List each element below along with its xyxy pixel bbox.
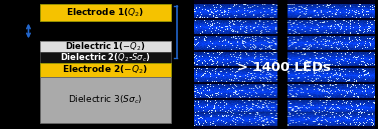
Text: $x(t)$: $x(t)$ (1, 25, 18, 37)
Bar (40, 63, 171, 77)
Text: Electrode 1($Q_2$): Electrode 1($Q_2$) (66, 6, 144, 18)
Text: Electrode 2($-Q_2$): Electrode 2($-Q_2$) (62, 64, 148, 76)
Text: $d_1$: $d_1$ (27, 42, 36, 52)
Bar (40, 52, 171, 63)
Text: $V$: $V$ (181, 26, 192, 38)
Text: $d_2$: $d_2$ (27, 53, 36, 63)
Bar (40, 4, 171, 21)
Text: > 1400 LEDs: > 1400 LEDs (237, 61, 331, 74)
Text: -: - (180, 59, 184, 69)
Text: +: + (180, 0, 188, 4)
Text: Dielectric 3($S\sigma_c$): Dielectric 3($S\sigma_c$) (68, 93, 143, 106)
Text: Dielectric 1($-Q_2$): Dielectric 1($-Q_2$) (65, 41, 146, 53)
Bar (40, 77, 171, 123)
Text: Dielectric 2($Q_2$-$S\sigma_c$): Dielectric 2($Q_2$-$S\sigma_c$) (60, 51, 151, 64)
Bar (40, 41, 171, 52)
